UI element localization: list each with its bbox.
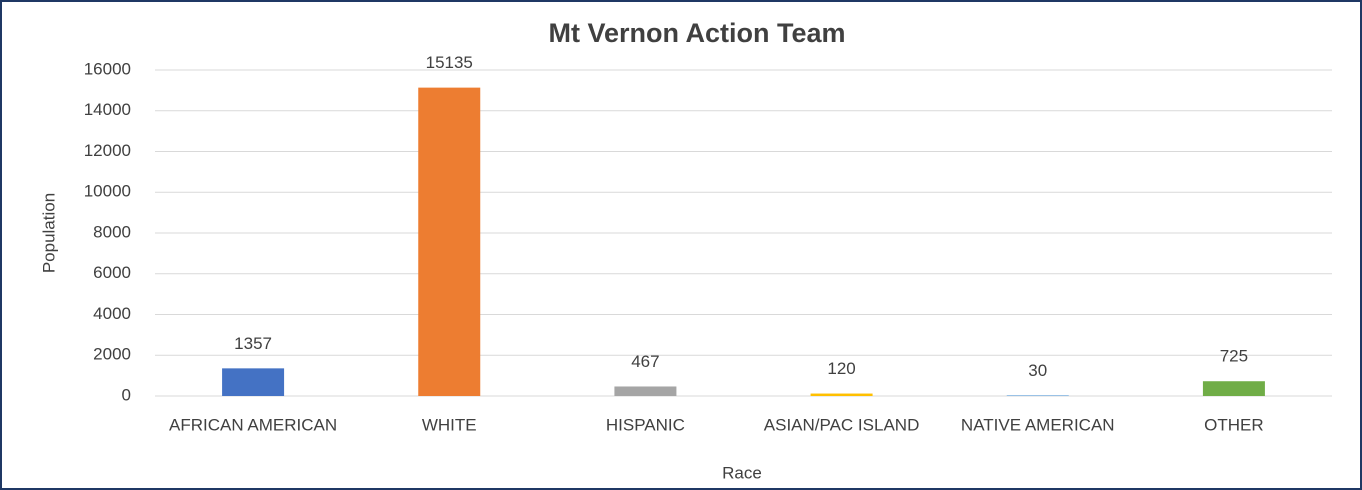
y-tick-label: 2000 <box>93 345 131 364</box>
bar <box>418 87 481 396</box>
data-label: 1357 <box>234 334 272 353</box>
x-tick-label: WHITE <box>422 415 477 434</box>
y-tick-label: 14000 <box>84 100 131 119</box>
data-label: 15135 <box>426 53 473 72</box>
y-tick-label: 0 <box>122 385 131 404</box>
x-axis-label: Race <box>722 463 762 482</box>
chart-title: Mt Vernon Action Team <box>548 18 845 48</box>
data-label: 30 <box>1028 361 1047 380</box>
bar <box>1202 381 1265 396</box>
y-tick-label: 8000 <box>93 222 131 241</box>
x-tick-label: ASIAN/PAC ISLAND <box>764 415 920 434</box>
data-label: 467 <box>631 352 659 371</box>
bar <box>1006 395 1069 396</box>
data-label: 725 <box>1220 347 1248 366</box>
y-tick-label: 12000 <box>84 141 131 160</box>
y-axis-label: Population <box>39 193 58 273</box>
x-tick-label: HISPANIC <box>606 415 685 434</box>
y-tick-label: 6000 <box>93 263 131 282</box>
bar <box>810 393 873 396</box>
x-tick-label: AFRICAN AMERICAN <box>169 415 337 434</box>
x-tick-label: OTHER <box>1204 415 1264 434</box>
data-label: 120 <box>827 359 855 378</box>
y-tick-label: 4000 <box>93 304 131 323</box>
y-tick-label: 16000 <box>84 59 131 78</box>
bar <box>222 368 285 396</box>
y-tick-label: 10000 <box>84 182 131 201</box>
bar <box>614 386 677 396</box>
x-tick-label: NATIVE AMERICAN <box>961 415 1115 434</box>
